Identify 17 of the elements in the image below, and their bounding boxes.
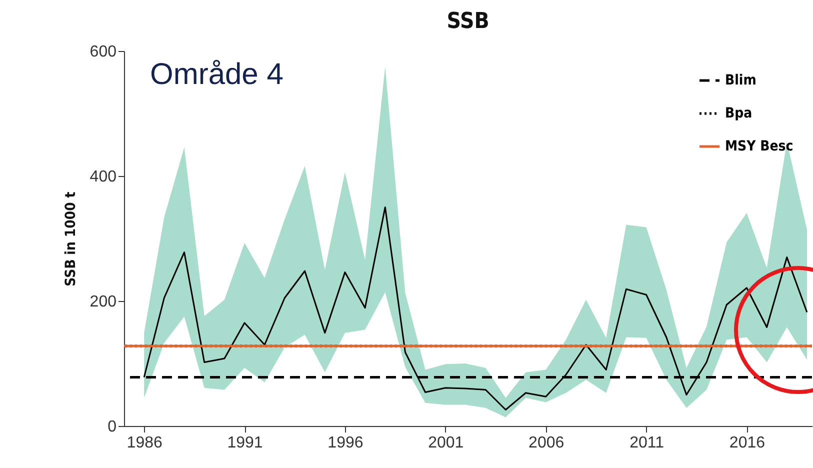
x-tick-label: 2011 <box>630 434 664 452</box>
x-tick-label: 2001 <box>428 434 464 452</box>
legend-label: Blim <box>725 72 756 88</box>
y-tick-label: 0 <box>108 418 117 436</box>
x-tick-label: 2006 <box>528 434 564 452</box>
annotation: Område 4 <box>150 58 284 91</box>
x-tick-label: 1996 <box>328 434 364 452</box>
x-tick-label: 1986 <box>126 434 162 452</box>
y-tick-label: 200 <box>90 294 117 310</box>
x-tick-label: 1991 <box>227 434 263 452</box>
x-tick-label: 2016 <box>729 434 766 452</box>
y-axis-title: SSB in 1000 t <box>62 192 79 286</box>
chart-title: SSB <box>446 9 490 34</box>
legend-label: MSY Besc <box>725 138 794 154</box>
y-tick-label: 600 <box>90 44 117 60</box>
legend-label: Bpa <box>725 106 752 122</box>
y-tick-label: 400 <box>90 168 117 186</box>
